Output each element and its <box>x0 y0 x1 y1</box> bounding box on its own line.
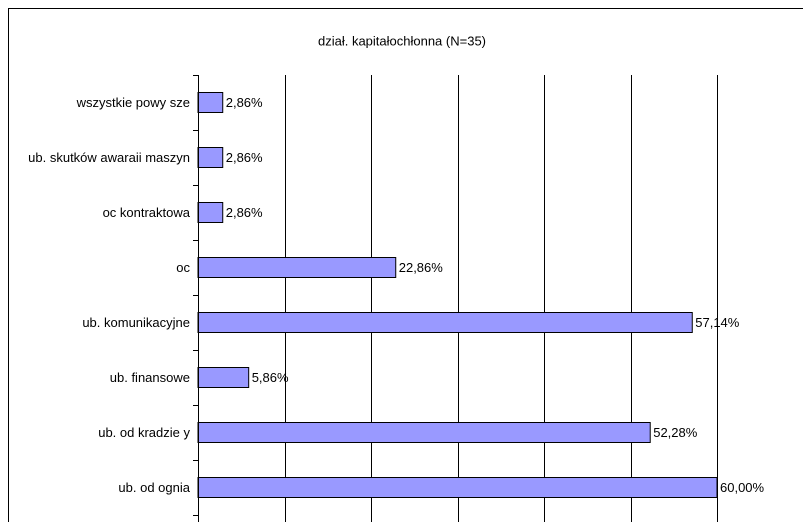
bar <box>197 202 224 223</box>
data-label: 2,86% <box>226 150 263 165</box>
y-tick-label: wszystkie powy sze <box>10 78 190 128</box>
data-label: 2,86% <box>226 95 263 110</box>
category-text: wszystkie powy sze <box>76 94 190 110</box>
y-tick-label: ub. od kradzie y <box>10 408 190 458</box>
y-tick-label: oc <box>10 243 190 293</box>
category-text: ub. od kradzie y <box>98 424 190 440</box>
data-label: 60,00% <box>720 480 765 495</box>
category-text: ub. od ognia <box>118 479 190 495</box>
data-label: 2,86% <box>226 205 263 220</box>
y-tick-label: ub. finansowe <box>10 353 190 403</box>
y-tick-label: ub. od ognia <box>10 463 190 513</box>
chart-title: dział. kapitałochłonna (N=35) <box>318 33 486 48</box>
category-text: ub. finansowe <box>109 369 190 385</box>
y-tick-label: ub. komunikacyjne <box>10 298 190 348</box>
chart-border <box>8 8 803 522</box>
y-tick-label: oc kontraktowa <box>10 188 190 238</box>
bar <box>197 257 397 278</box>
bar <box>197 422 651 443</box>
y-tick-label: ub. skutków awaraii maszyn <box>10 133 190 183</box>
bar <box>197 147 224 168</box>
category-text: ub. komunikacyjne <box>82 314 190 330</box>
data-label: 5,86% <box>252 370 289 385</box>
bar <box>197 367 250 388</box>
category-text: oc <box>176 259 190 275</box>
data-label: 57,14% <box>695 315 740 330</box>
category-text: oc kontraktowa <box>102 204 190 220</box>
bar <box>197 92 224 113</box>
bar <box>197 312 693 333</box>
category-text: ub. skutków awaraii maszyn <box>28 149 190 165</box>
data-label: 22,86% <box>399 260 444 275</box>
bar <box>197 477 718 498</box>
data-label: 52,28% <box>653 425 698 440</box>
